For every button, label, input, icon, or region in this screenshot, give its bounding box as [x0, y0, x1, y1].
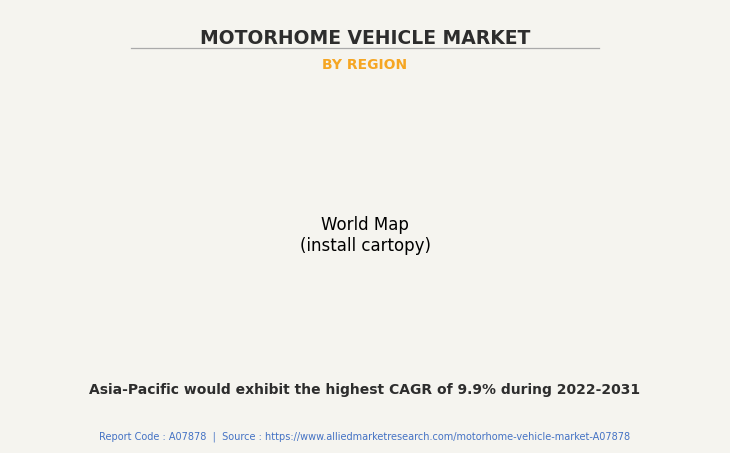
Text: Report Code : A07878  |  Source : https://www.alliedmarketresearch.com/motorhome: Report Code : A07878 | Source : https://… [99, 431, 631, 442]
Text: BY REGION: BY REGION [323, 58, 407, 72]
Text: Asia-Pacific would exhibit the highest CAGR of 9.9% during 2022-2031: Asia-Pacific would exhibit the highest C… [90, 383, 640, 397]
Text: MOTORHOME VEHICLE MARKET: MOTORHOME VEHICLE MARKET [200, 29, 530, 48]
Text: World Map
(install cartopy): World Map (install cartopy) [299, 216, 431, 255]
